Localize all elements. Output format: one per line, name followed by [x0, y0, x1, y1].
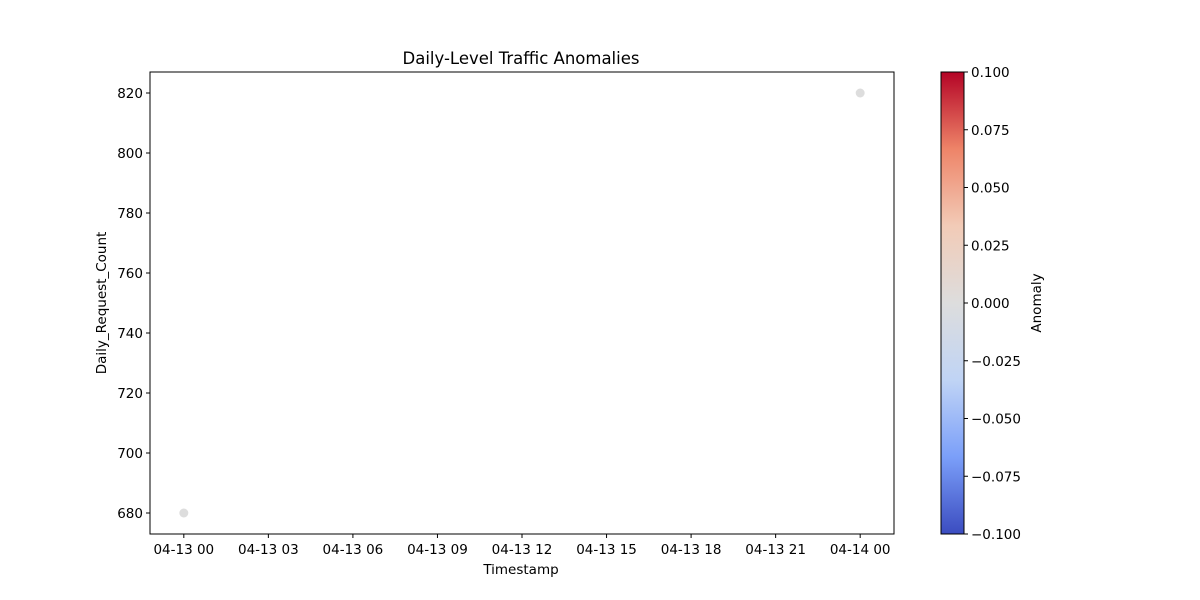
x-tick-label: 04-13 03: [238, 542, 299, 558]
colorbar-tick-label: 0.100: [971, 65, 1010, 81]
x-axis-label: Timestamp: [482, 562, 558, 578]
x-tick-label: 04-13 06: [323, 542, 384, 558]
x-tick-label: 04-13 09: [407, 542, 468, 558]
colorbar-axis: −0.100 −0.075 −0.050 −0.025 0.000 0.025 0.050 0…: [964, 65, 1021, 543]
x-tick-label: 04-13 15: [576, 542, 637, 558]
colorbar-tick-label: 0.050: [971, 181, 1010, 197]
y-tick-label: 740: [117, 326, 143, 342]
y-tick-label: 760: [117, 266, 143, 282]
x-axis: 04-13 00 04-13 03 04-13 06 04-13 09 04-13 12…: [153, 534, 891, 558]
y-tick-label: 700: [117, 446, 143, 462]
y-tick-label: 720: [117, 386, 143, 402]
y-tick-label: 780: [117, 206, 143, 222]
colorbar-tick-label: 0.025: [971, 238, 1010, 254]
y-tick-label: 680: [117, 506, 143, 522]
y-axis: 680 700 720 740 760 780 800 820: [117, 86, 150, 522]
y-axis-label: Daily_Request_Count: [94, 232, 110, 375]
x-tick-label: 04-13 18: [661, 542, 722, 558]
chart-title: Daily-Level Traffic Anomalies: [403, 49, 640, 68]
colorbar-tick-label: −0.025: [971, 354, 1021, 370]
colorbar-tick-label: −0.050: [971, 412, 1021, 428]
colorbar-tick-label: −0.100: [971, 527, 1021, 543]
y-tick-label: 800: [117, 146, 143, 162]
colorbar-label: Anomaly: [1029, 273, 1045, 332]
x-tick-label: 04-14 00: [830, 542, 891, 558]
data-point: [179, 508, 189, 518]
colorbar-tick-label: 0.000: [971, 296, 1010, 312]
x-tick-label: 04-13 00: [153, 542, 214, 558]
colorbar: [940, 71, 965, 535]
colorbar-tick-label: −0.075: [971, 469, 1021, 485]
x-tick-label: 04-13 12: [492, 542, 553, 558]
data-points: [179, 88, 865, 518]
x-tick-label: 04-13 21: [745, 542, 806, 558]
data-point: [855, 88, 865, 98]
colorbar-tick-label: 0.075: [971, 123, 1010, 139]
y-tick-label: 820: [117, 86, 143, 102]
plot-area: [149, 71, 895, 535]
